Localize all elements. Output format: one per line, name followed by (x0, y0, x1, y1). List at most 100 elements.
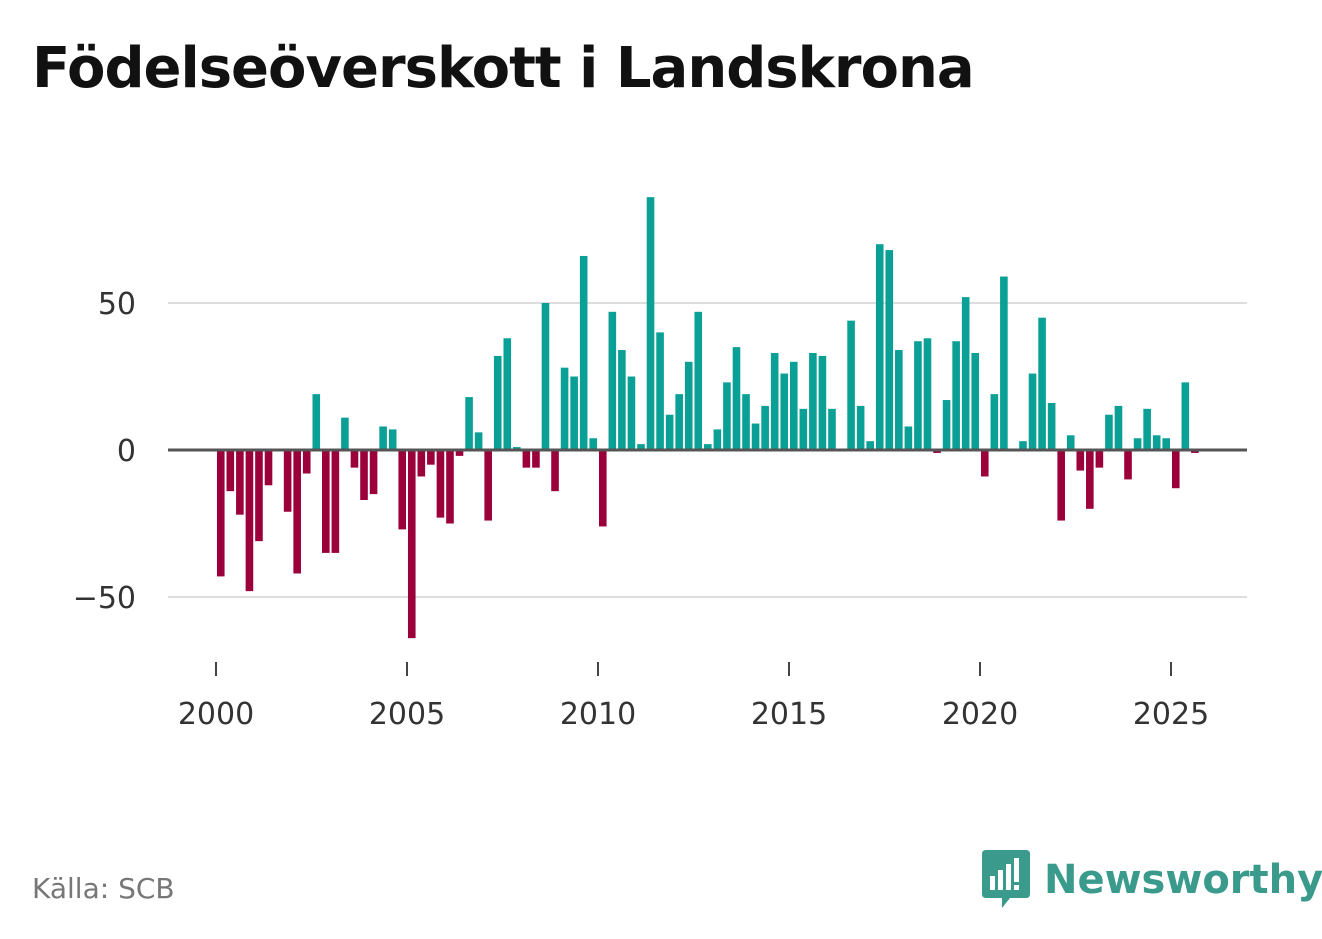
bar (216, 450, 225, 577)
bar (283, 450, 292, 512)
bar (1152, 435, 1161, 450)
bar (1000, 276, 1008, 450)
x-tick-label: 2010 (560, 697, 636, 732)
bar (541, 303, 550, 450)
grid-lines (168, 302, 1247, 598)
bar (637, 444, 645, 450)
bar (1143, 408, 1151, 450)
x-tick-label: 2015 (751, 697, 827, 732)
bar (398, 450, 407, 530)
bar (799, 408, 808, 450)
bar (598, 450, 607, 527)
bar (1181, 382, 1190, 450)
y-axis-ticks: −50 0 50 (73, 287, 136, 616)
bar (493, 355, 502, 450)
bar (1057, 450, 1065, 521)
bar (465, 397, 473, 450)
bar (1114, 405, 1123, 450)
bar (809, 352, 817, 450)
bar (532, 450, 540, 468)
bar (923, 338, 932, 450)
bar (1066, 435, 1075, 450)
bar (474, 432, 483, 450)
bar (369, 450, 378, 495)
bar (751, 423, 760, 450)
bar (646, 197, 655, 450)
bar (1133, 438, 1142, 450)
bar (522, 450, 531, 468)
bar (436, 450, 445, 518)
bar (895, 350, 903, 450)
bar (961, 297, 970, 450)
bar (742, 394, 750, 450)
bar (694, 311, 703, 450)
bar (818, 355, 827, 450)
bar (560, 367, 569, 450)
bar (828, 408, 836, 450)
bar (990, 394, 999, 450)
bar (1076, 450, 1085, 471)
bar (914, 341, 922, 450)
bar (503, 338, 512, 450)
bar (1019, 441, 1027, 450)
bar (684, 361, 693, 450)
bar (341, 417, 349, 450)
bar (885, 250, 894, 450)
bar (427, 450, 435, 465)
bar (875, 244, 884, 450)
bar (1105, 414, 1113, 450)
bar (713, 429, 722, 450)
bar (1047, 402, 1056, 450)
bar (236, 450, 244, 515)
bar (608, 311, 617, 450)
bar (312, 394, 321, 450)
bar (704, 444, 712, 450)
bar (665, 414, 674, 450)
bar (904, 426, 913, 450)
bar (866, 441, 874, 450)
y-tick-label: 0 (117, 434, 136, 469)
x-tick-label: 2005 (369, 697, 445, 732)
brand[interactable]: Newsworthy (982, 850, 1322, 910)
bar (331, 450, 340, 553)
bar (551, 450, 559, 492)
bars (216, 197, 1199, 639)
bar (618, 350, 626, 450)
bar (455, 450, 464, 456)
bar (627, 376, 636, 450)
bar (302, 450, 311, 474)
bar (322, 450, 330, 553)
bar (952, 341, 960, 450)
bar (789, 361, 798, 450)
bar (570, 376, 578, 450)
x-tick-label: 2000 (178, 697, 254, 732)
bar (388, 429, 397, 450)
bar (264, 450, 273, 486)
source-note: Källa: SCB (32, 872, 175, 905)
brand-name: Newsworthy (1044, 857, 1322, 903)
bar (407, 450, 416, 639)
y-tick-label: 50 (98, 287, 136, 322)
bar (656, 332, 664, 450)
bar (847, 320, 855, 450)
bar (856, 405, 865, 450)
newsworthy-logo-icon (982, 850, 1030, 908)
x-tick-label: 2025 (1133, 697, 1209, 732)
bar-chart: −50 0 50 2000 2005 2010 2015 2020 2025 (73, 197, 1247, 732)
bar (761, 405, 769, 450)
bar (245, 450, 254, 592)
bar (484, 450, 492, 521)
bar (446, 450, 454, 524)
bar (1124, 450, 1132, 480)
bar (293, 450, 301, 574)
bar (226, 450, 235, 492)
bar (980, 450, 989, 477)
bar (770, 352, 779, 450)
bar (579, 255, 588, 450)
bar (675, 394, 683, 450)
chart-title: Födelseöverskott i Landskrona (32, 36, 975, 101)
bar (780, 373, 789, 450)
y-tick-label: −50 (73, 581, 136, 616)
bar (379, 426, 387, 450)
bar (360, 450, 368, 500)
